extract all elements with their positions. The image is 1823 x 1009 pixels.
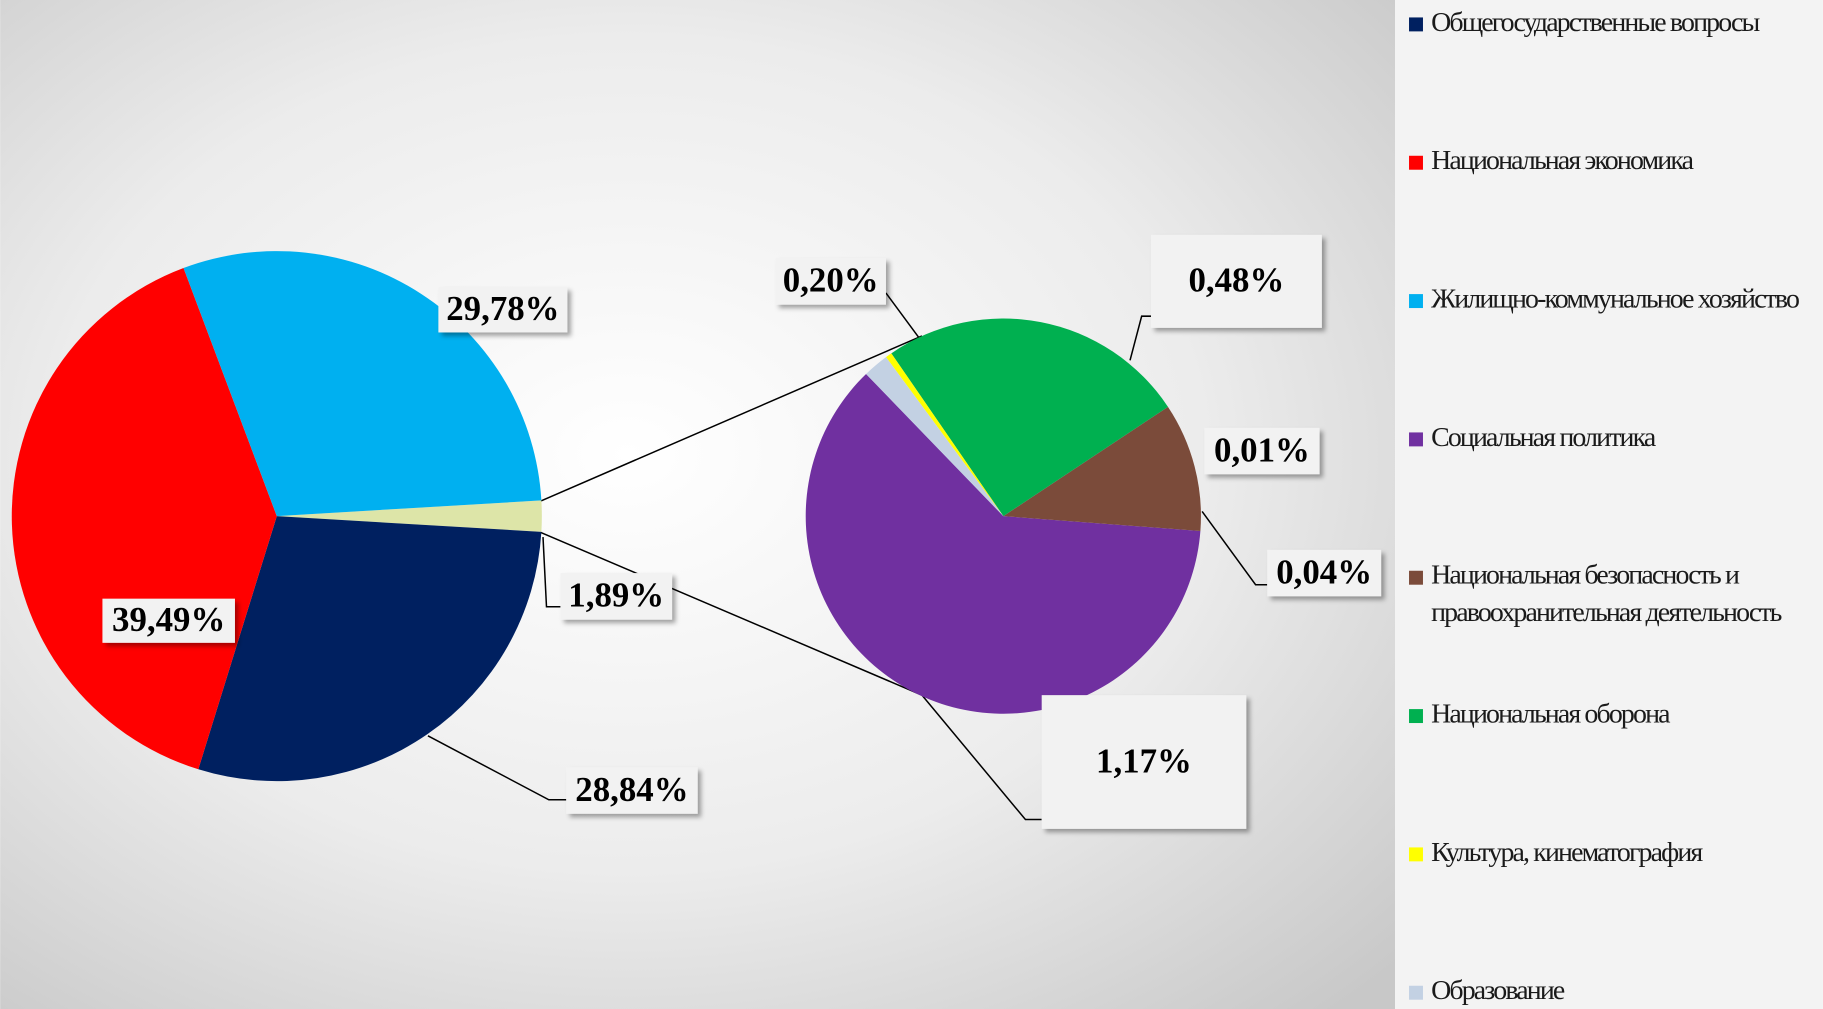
pie-slice (886, 353, 1004, 517)
data-label: 39,49% (112, 600, 225, 639)
data-label: 0,01% (1214, 430, 1310, 469)
legend-label: Жилищно-коммунальное хозяйство (1431, 283, 1799, 314)
legend-label: Культура, кинематография (1431, 837, 1703, 868)
label-box (102, 598, 235, 643)
legend-marker (1409, 432, 1423, 447)
legend-marker (1409, 294, 1423, 309)
legend-marker (1409, 155, 1423, 170)
legend-label: Общегосударственные вопросы (1431, 7, 1760, 38)
pie-slice (11, 268, 277, 770)
legend-line: правоохранительная деятельность (1431, 597, 1782, 628)
pie-slice (276, 500, 542, 532)
legend-label: Социальная политика (1431, 422, 1656, 453)
data-label: 28,84% (575, 770, 688, 809)
pie-slice (198, 516, 542, 782)
pie-slice (891, 318, 1168, 517)
label-box (566, 767, 698, 814)
leader-lines (427, 292, 1268, 821)
data-label: 0,04% (1276, 552, 1372, 591)
legend-label: Образование (1431, 975, 1565, 1006)
label-box (1204, 427, 1320, 475)
pie-slice (805, 373, 1201, 714)
data-label: 0,20% (783, 261, 879, 300)
legend-marker (1409, 985, 1423, 1000)
label-box (438, 287, 568, 333)
legend-label: Национальная оборона (1431, 698, 1670, 729)
label-box (1041, 695, 1247, 829)
label-box (560, 573, 673, 620)
data-label: 0,48% (1188, 261, 1284, 300)
data-label: 29,78% (446, 289, 559, 328)
legend-marker (1409, 847, 1423, 862)
legend-label: Национальная экономика (1431, 145, 1693, 176)
legend-marker (1409, 570, 1423, 585)
data-label: 1,17% (1096, 741, 1192, 780)
legend-line: Национальная безопасность и (1431, 560, 1740, 591)
legend-marker (1409, 709, 1423, 724)
legend-marker (1409, 17, 1423, 32)
pie-slice (1003, 406, 1201, 531)
label-box (1267, 549, 1382, 597)
pie-slice (866, 357, 1004, 517)
legend-panel (1395, 0, 1823, 1009)
data-label: 1,89% (568, 576, 664, 615)
legend-label: Национальная безопасность и правоохраните… (1431, 560, 1782, 628)
label-box (1150, 234, 1322, 328)
label-box (775, 258, 886, 305)
